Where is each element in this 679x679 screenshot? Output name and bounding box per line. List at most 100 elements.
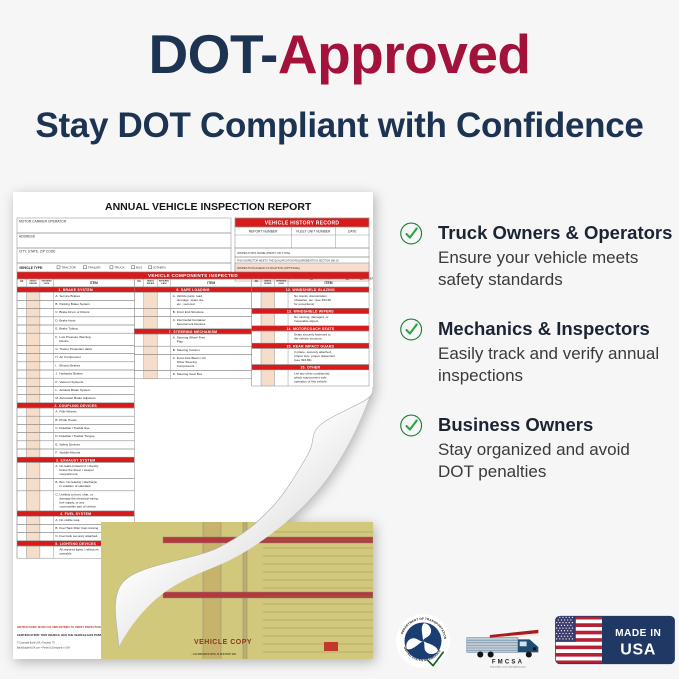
svg-text:OK: OK (137, 281, 141, 283)
svg-text:Brake Tubing: Brake Tubing (59, 327, 78, 331)
svg-text:No visible leak.: No visible leak. (59, 518, 80, 522)
svg-text:13. WINDSHIELD WIPERS: 13. WINDSHIELD WIPERS (287, 310, 334, 314)
svg-text:VEHICLE COPY: VEHICLE COPY (194, 639, 252, 646)
svg-text:2. COUPLING DEVICES: 2. COUPLING DEVICES (54, 404, 97, 408)
svg-text:FMCSA: FMCSA (492, 660, 524, 666)
svg-text:Hydraulic Brakes: Hydraulic Brakes (59, 372, 83, 376)
svg-text:B.: B. (173, 348, 176, 352)
svg-text:ITEM: ITEM (207, 281, 215, 285)
svg-text:Tractor Protection Valve: Tractor Protection Valve (59, 347, 92, 351)
svg-text:D.: D. (55, 434, 58, 438)
svg-text:TRUCK: TRUCK (114, 266, 124, 270)
svg-text:A.: A. (173, 294, 176, 298)
svg-text:Securement Devices: Securement Devices (177, 322, 206, 326)
svg-text:...ACCORDANCE WITH 49 CFR PART: ...ACCORDANCE WITH 49 CFR PART 396. (191, 653, 237, 656)
svg-text:C.: C. (173, 318, 176, 322)
svg-text:Federal Motor Carrier Safety A: Federal Motor Carrier Safety Administrat… (490, 666, 526, 669)
svg-text:15. REAR IMPACT GUARD: 15. REAR IMPACT GUARD (286, 344, 334, 348)
svg-text:INSPECTOR'S NAME (PRINT OR TYP: INSPECTOR'S NAME (PRINT OR TYPE) (237, 251, 290, 255)
svg-text:Components: Components (177, 364, 195, 368)
svg-text:Fuel Tank Filler Cap missing: Fuel Tank Filler Cap missing (59, 526, 98, 530)
svg-text:B.: B. (55, 302, 58, 306)
svg-text:Pintle Hooks: Pintle Hooks (59, 418, 77, 422)
svg-text:16. OTHER: 16. OTHER (300, 366, 320, 370)
svg-text:E.: E. (55, 442, 58, 446)
svg-text:Front End Structure: Front End Structure (177, 310, 204, 314)
svg-text:D.: D. (55, 318, 58, 322)
svg-text:F.: F. (55, 451, 58, 455)
svg-text:DATE: DATE (279, 282, 285, 285)
svg-text:L.: L. (55, 388, 58, 392)
svg-text:compartment.: compartment. (59, 472, 78, 476)
svg-text:Parking Brake System: Parking Brake System (59, 302, 90, 306)
svg-text:Steering Column: Steering Column (177, 348, 200, 352)
svg-text:Vacuum Systems: Vacuum Systems (59, 380, 83, 384)
svg-text:Fifth Wheels: Fifth Wheels (59, 410, 77, 414)
svg-text:3. EXHAUST SYSTEM: 3. EXHAUST SYSTEM (56, 458, 95, 462)
svg-text:C.: C. (55, 310, 58, 314)
svg-text:H.: H. (55, 355, 58, 359)
svg-text:F.: F. (55, 335, 58, 339)
svg-text:CITY, STATE, ZIP CODE: CITY, STATE, ZIP CODE (19, 250, 56, 254)
svg-text:C.: C. (173, 356, 176, 360)
svg-text:operation of this vehicle.: operation of this vehicle. (294, 379, 328, 383)
svg-text:Automatic Brake Adjusters: Automatic Brake Adjusters (59, 396, 96, 400)
svg-text:the vehicle structure.: the vehicle structure. (294, 337, 323, 341)
svg-text:ANNUAL VEHICLE INSPECTION REPO: ANNUAL VEHICLE INSPECTION REPORT (105, 201, 312, 213)
svg-text:A.: A. (173, 336, 176, 340)
svg-text:(OTHER): (OTHER) (153, 266, 166, 270)
svg-text:K.: K. (55, 380, 58, 384)
svg-text:12. WINDSHIELD GLAZING: 12. WINDSHIELD GLAZING (286, 288, 335, 292)
svg-text:TRACTOR: TRACTOR (61, 266, 76, 270)
svg-text:B.: B. (55, 480, 58, 484)
svg-text:REPORT NUMBER: REPORT NUMBER (249, 230, 278, 234)
svg-text:C.: C. (55, 534, 58, 538)
svg-text:Service Brakes: Service Brakes (59, 294, 80, 298)
svg-text:A.: A. (55, 464, 58, 468)
svg-text:MADE IN: MADE IN (615, 628, 661, 639)
svg-text:Brake Drum or Rotors: Brake Drum or Rotors (59, 310, 90, 314)
svg-text:I.: I. (55, 363, 57, 367)
svg-text:D.: D. (173, 372, 176, 376)
svg-text:© Copyright Book USA • Fontbol: © Copyright Book USA • Fontbolt, TX (17, 642, 55, 645)
svg-text:ADDRESS: ADDRESS (19, 235, 36, 239)
svg-text:Brake Hose: Brake Hose (59, 318, 75, 322)
svg-text:C.: C. (55, 426, 58, 430)
svg-text:OK: OK (20, 281, 24, 283)
svg-text:1. BRAKE SYSTEM: 1. BRAKE SYSTEM (58, 288, 93, 292)
svg-text:USA: USA (620, 642, 656, 659)
svg-text:B.: B. (55, 526, 58, 530)
svg-text:ITEM: ITEM (90, 281, 98, 285)
svg-text:6. SAFE LOADING: 6. SAFE LOADING (176, 288, 209, 292)
svg-text:7. STEERING MECHANISM: 7. STEERING MECHANISM (169, 330, 218, 334)
svg-text:4. FUEL SYSTEM: 4. FUEL SYSTEM (60, 512, 91, 516)
svg-text:(see 393.86).: (see 393.86). (294, 358, 312, 362)
svg-text:14. MOTORCOACH SEATS: 14. MOTORCOACH SEATS (286, 327, 334, 331)
svg-text:Drawbar / Towbar Eye: Drawbar / Towbar Eye (59, 426, 90, 430)
svg-text:BUS: BUS (136, 266, 142, 270)
svg-text:C.: C. (55, 492, 58, 496)
svg-text:for exceptions): for exceptions) (294, 302, 314, 306)
svg-text:ITEM: ITEM (324, 281, 332, 285)
svg-text:combustible part of vehicle.: combustible part of vehicle. (59, 504, 97, 508)
svg-text:Play: Play (177, 340, 183, 344)
svg-text:etc., secured.: etc., secured. (177, 302, 196, 306)
svg-text:VEHICLE COMPONENTS INSPECTED: VEHICLE COMPONENTS INSPECTED (148, 273, 238, 278)
svg-text:Drawbar / Towbar Tongue: Drawbar / Towbar Tongue (59, 434, 94, 438)
svg-text:B.: B. (173, 310, 176, 314)
svg-text:A.: A. (55, 410, 58, 414)
svg-text:THIS INSPECTOR MEETS THE QUALI: THIS INSPECTOR MEETS THE QUALIFICATION R… (237, 258, 340, 262)
svg-text:VEHICLE HISTORY RECORD: VEHICLE HISTORY RECORD (265, 220, 340, 226)
svg-text:INSPECTION AGENCY/LOCATION (OP: INSPECTION AGENCY/LOCATION (OPTIONAL) (237, 266, 300, 270)
svg-text:VEHICLE TYPE:: VEHICLE TYPE: (19, 266, 43, 270)
svg-text:REPAIR: REPAIR (29, 282, 37, 285)
svg-text:5. LIGHTING DEVICES: 5. LIGHTING DEVICES (55, 542, 96, 546)
svg-text:FLEET UNIT NUMBER: FLEET UNIT NUMBER (296, 230, 331, 234)
svg-text:Fuel tank securely attached.: Fuel tank securely attached. (59, 534, 98, 538)
svg-text:REPAIR: REPAIR (147, 282, 155, 285)
svg-text:DATE: DATE (44, 282, 50, 285)
svg-text:TRAILER: TRAILER (88, 266, 102, 270)
svg-text:Electric Brakes: Electric Brakes (59, 363, 80, 367)
svg-text:Antilock Brake System: Antilock Brake System (59, 388, 90, 392)
svg-text:B.: B. (55, 418, 58, 422)
